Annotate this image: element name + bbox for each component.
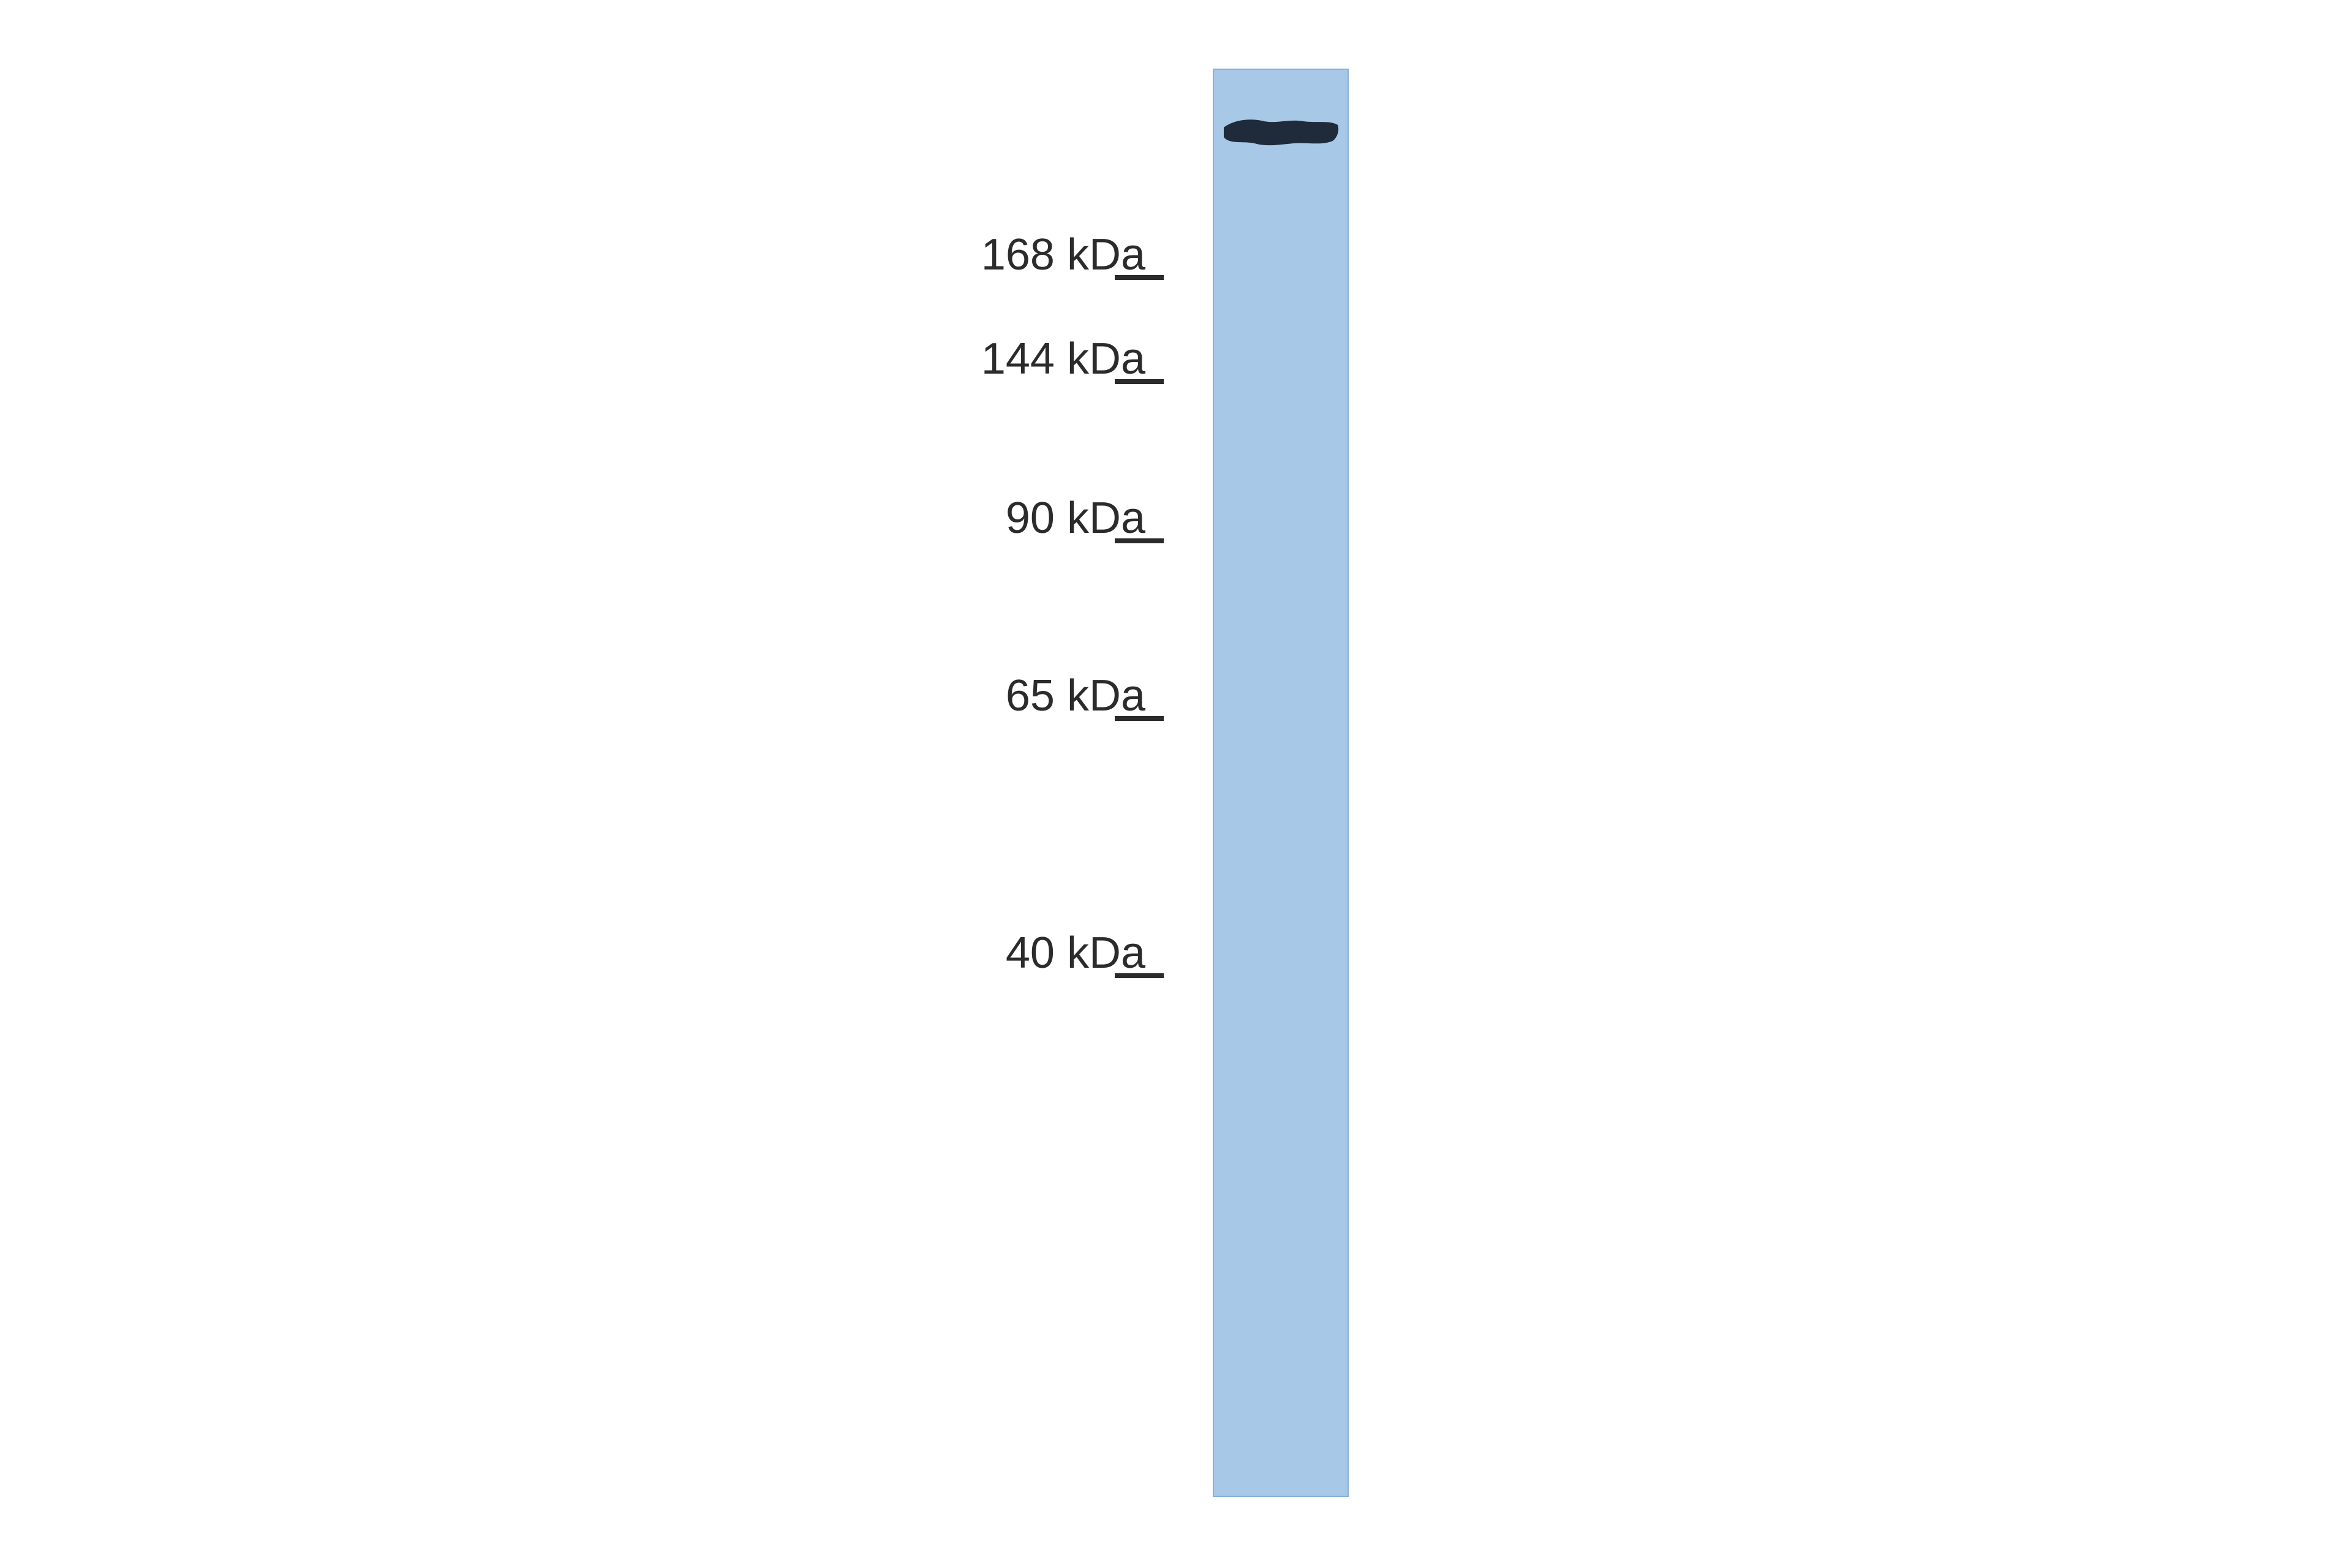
marker-tick bbox=[1115, 716, 1164, 721]
marker-tick bbox=[1115, 973, 1164, 978]
blot-lane bbox=[1213, 69, 1349, 1497]
marker-label: 90 kDa bbox=[1006, 493, 1145, 543]
marker-label: 168 kDa bbox=[981, 230, 1145, 280]
marker-tick bbox=[1115, 275, 1164, 280]
marker-tick bbox=[1115, 538, 1164, 543]
protein-band bbox=[1221, 116, 1340, 147]
protein-band-shape bbox=[1221, 116, 1340, 147]
marker-label: 144 kDa bbox=[981, 334, 1145, 384]
marker-label: 65 kDa bbox=[1006, 671, 1145, 721]
blot-figure: 168 kDa 144 kDa 90 kDa 65 kDa 40 kDa bbox=[0, 0, 2352, 1568]
marker-tick bbox=[1115, 379, 1164, 384]
marker-label: 40 kDa bbox=[1006, 928, 1145, 978]
